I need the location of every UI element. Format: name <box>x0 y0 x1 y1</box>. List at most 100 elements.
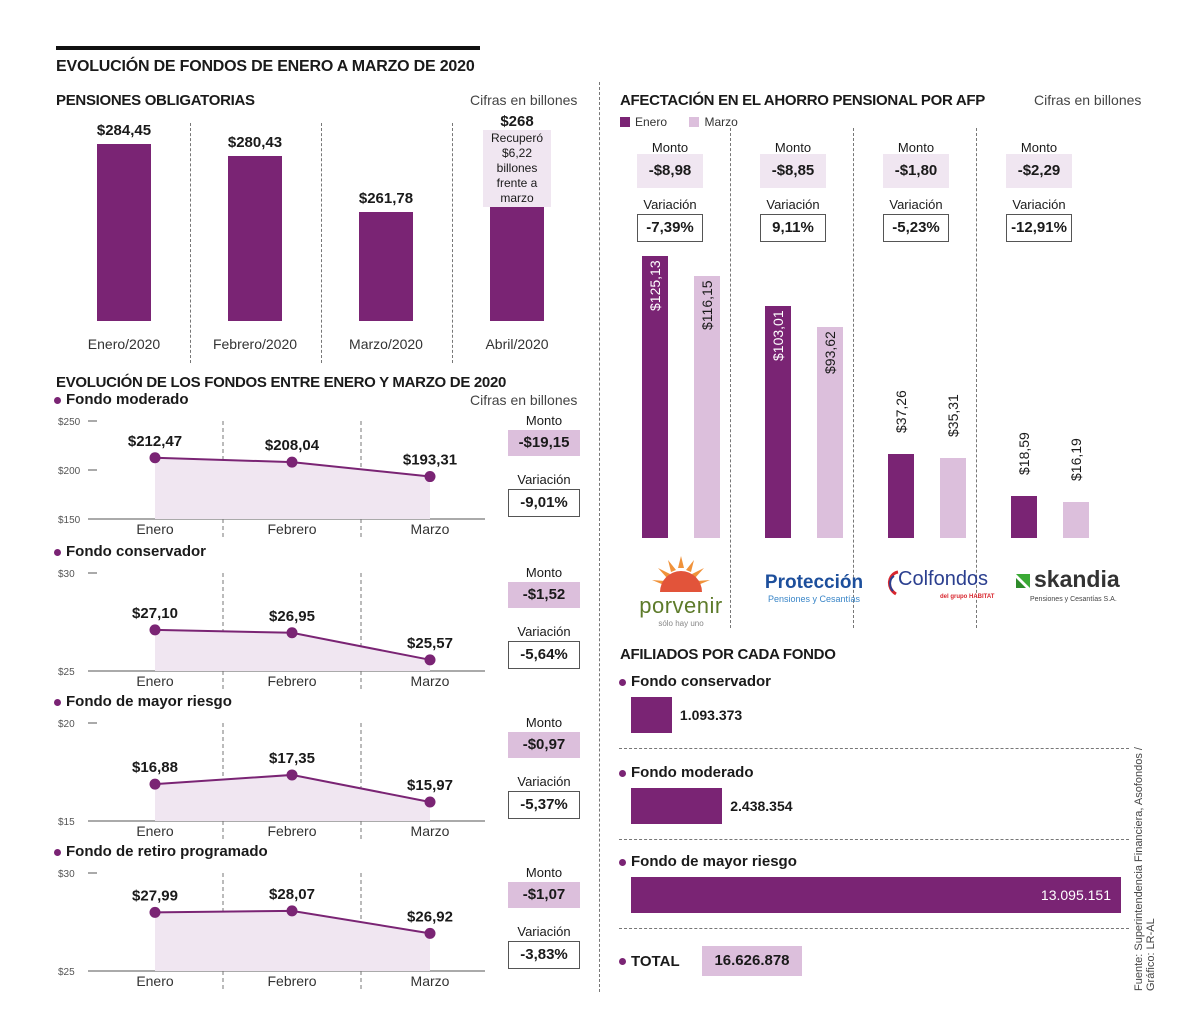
afiliados-bar <box>631 877 1121 913</box>
afp-column-divider <box>729 128 731 628</box>
data-point <box>424 471 436 483</box>
y-tick-label: $150 <box>58 515 81 526</box>
afp-bar-enero <box>765 305 791 538</box>
afp-column-divider <box>975 128 977 628</box>
x-tick-label: Febrero <box>267 823 316 839</box>
area-fill <box>155 629 430 671</box>
colfondos-swoosh-icon <box>888 570 899 596</box>
column-divider <box>451 123 453 363</box>
total-label: TOTAL <box>631 953 680 970</box>
recovery-note-line: Recuperó <box>490 131 544 145</box>
area-fill <box>155 910 430 971</box>
proteccion-tagline: Pensiones y Cesantías <box>767 594 861 604</box>
afp-monto-value: -$1,80 <box>883 154 949 188</box>
y-tick-label: $25 <box>58 967 75 978</box>
evolucion-title: EVOLUCIÓN DE LOS FONDOS ENTRE ENERO Y MA… <box>56 374 507 391</box>
skandia-tagline: Pensiones y Cesantías S.A. <box>1030 596 1117 603</box>
afp-monto-label: Monto <box>897 140 935 155</box>
data-point <box>149 452 161 464</box>
bullet-icon <box>619 958 626 966</box>
y-tick-label: $15 <box>58 817 75 828</box>
afp-legend: Enero Marzo <box>620 113 756 131</box>
afp-monto-value: -$8,98 <box>637 154 703 188</box>
afiliados-bar-chart: Fondo conservador 1.093.373 Fondo moderado… <box>600 660 1160 990</box>
proteccion-logo: Protección Pensiones y Cesantías <box>758 572 870 604</box>
afiliados-fund-name: Fondo conservador <box>631 673 772 690</box>
monto-value: -$0,97 <box>508 732 580 758</box>
afp-bar-label: $35,31 <box>945 394 961 438</box>
x-tick-label: Febrero <box>267 973 316 989</box>
afp-variacion-label: Variación <box>766 197 820 212</box>
bar-value-label: $261,78 <box>358 189 414 207</box>
afp-bar-label: $103,01 <box>770 309 786 361</box>
afiliados-divider <box>619 748 1129 749</box>
source-credit: Fuente: Superintendencia Financiera, Aso… <box>1133 747 1157 991</box>
x-tick-label: Febrero <box>267 673 316 689</box>
afp-bar-enero <box>642 256 668 538</box>
bullet-icon <box>619 678 626 686</box>
column-divider <box>189 123 191 363</box>
fund-title: Fondo moderado <box>54 391 189 408</box>
data-label: $212,47 <box>128 433 182 450</box>
skandia-wordmark: skandia <box>1034 566 1120 592</box>
recovery-note-line: frente a marzo <box>496 176 538 205</box>
y-tick-label: $30 <box>58 569 75 580</box>
afp-bar-enero <box>888 454 914 538</box>
data-point <box>149 778 161 790</box>
data-point <box>286 905 298 917</box>
afiliados-fund-name: Fondo moderado <box>631 764 754 781</box>
colfondos-wordmark: Colfondos <box>898 568 989 590</box>
legend-label-enero: Enero <box>635 114 668 129</box>
data-label: $28,07 <box>269 886 315 903</box>
line-chart-svg: $30 $25 $27,10 Enero $26,95 Febrero $25,57 Marz… <box>58 569 485 689</box>
afp-monto-value: -$2,29 <box>1006 154 1072 188</box>
fund-title-text: Fondo de retiro programado <box>66 843 268 860</box>
afp-bar-marzo <box>940 458 966 538</box>
y-tick-label: $250 <box>58 417 81 428</box>
variacion-label: Variación <box>517 924 571 939</box>
data-point <box>424 927 436 939</box>
data-label: $27,10 <box>132 605 178 622</box>
afp-bar-marzo <box>817 327 843 538</box>
afp-bar-label: $116,15 <box>699 280 715 330</box>
afiliados-value: 2.438.354 <box>730 798 793 814</box>
fund-line-charts: Fondo moderado $250 $200 $150 $212,47 Enero $2… <box>0 391 600 989</box>
monto-label: Monto <box>525 865 563 880</box>
x-tick-label: Enero <box>136 521 174 537</box>
monto-value: -$19,15 <box>508 430 580 456</box>
bar-2 <box>228 155 282 321</box>
y-tick-label: $25 <box>58 667 75 678</box>
category-label: Abril/2020 <box>485 336 549 352</box>
pensiones-units: Cifras en billones <box>470 92 578 108</box>
afp-variacion-value: -5,23% <box>883 214 949 242</box>
legend-swatch-enero <box>620 116 630 127</box>
afiliados-bar <box>631 697 672 733</box>
variacion-value: -5,37% <box>508 791 580 819</box>
bar-value-label: $268 <box>500 113 534 130</box>
y-tick-label: $30 <box>58 869 75 880</box>
fund-chart-3: Fondo de mayor riesgo $20 $15 $16,88 Enero $1… <box>0 693 600 845</box>
fund-title-text: Fondo conservador <box>66 543 207 560</box>
afp-monto-label: Monto <box>651 140 689 155</box>
main-title: EVOLUCIÓN DE FONDOS DE ENERO A MARZO DE … <box>56 58 475 75</box>
area-fill <box>155 457 430 519</box>
column-divider <box>599 82 600 992</box>
porvenir-logo: porvenir sólo hay uno <box>636 554 726 628</box>
afp-monto-label: Monto <box>1020 140 1058 155</box>
total-value: 16.626.878 <box>702 946 802 976</box>
afiliados-title: AFILIADOS POR CADA FONDO <box>620 646 836 663</box>
title-rule <box>56 46 480 50</box>
afiliados-value: 1.093.373 <box>679 707 743 723</box>
skandia-arrow-icon <box>1016 574 1030 588</box>
afp-variacion-label: Variación <box>889 197 943 212</box>
bullet-icon <box>54 698 61 706</box>
afp-bar-chart: Monto -$8,98 Variación -7,39% $125,13 $116,15… <box>600 128 1170 628</box>
variacion-value: -5,64% <box>508 641 580 669</box>
porvenir-wordmark: porvenir <box>639 593 723 618</box>
area-fill <box>155 774 430 821</box>
data-point <box>286 456 298 468</box>
fund-title: Fondo conservador <box>54 543 206 560</box>
afiliados-fund-title: Fondo de mayor riesgo <box>619 853 797 870</box>
data-label: $15,97 <box>407 777 453 794</box>
bullet-icon <box>54 848 61 856</box>
